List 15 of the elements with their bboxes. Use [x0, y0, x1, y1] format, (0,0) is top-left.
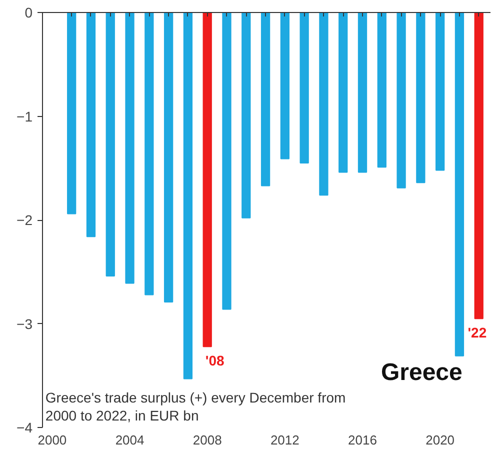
x-tick-label: 2012	[270, 432, 300, 448]
annotation: '22	[468, 324, 487, 341]
annotation: Greece's trade surplus (+) every December from 2000 to 2022, in EUR bn	[45, 390, 346, 424]
y-tick-label: 0	[24, 4, 33, 20]
x-tick-label: 2004	[115, 432, 144, 448]
y-tick-label: −2	[16, 212, 33, 228]
x-tick-label: 2000	[38, 432, 67, 448]
y-tick-label: −3	[16, 316, 33, 332]
annotation: '08	[205, 352, 225, 369]
y-tick-label: −1	[16, 108, 33, 124]
y-tick-label: −4	[16, 420, 33, 436]
text: Greece	[380, 359, 462, 386]
x-tick-label: 2020	[426, 432, 455, 448]
x-tick-label: 2008	[192, 432, 222, 448]
x-tick-label: 2016	[348, 432, 377, 448]
